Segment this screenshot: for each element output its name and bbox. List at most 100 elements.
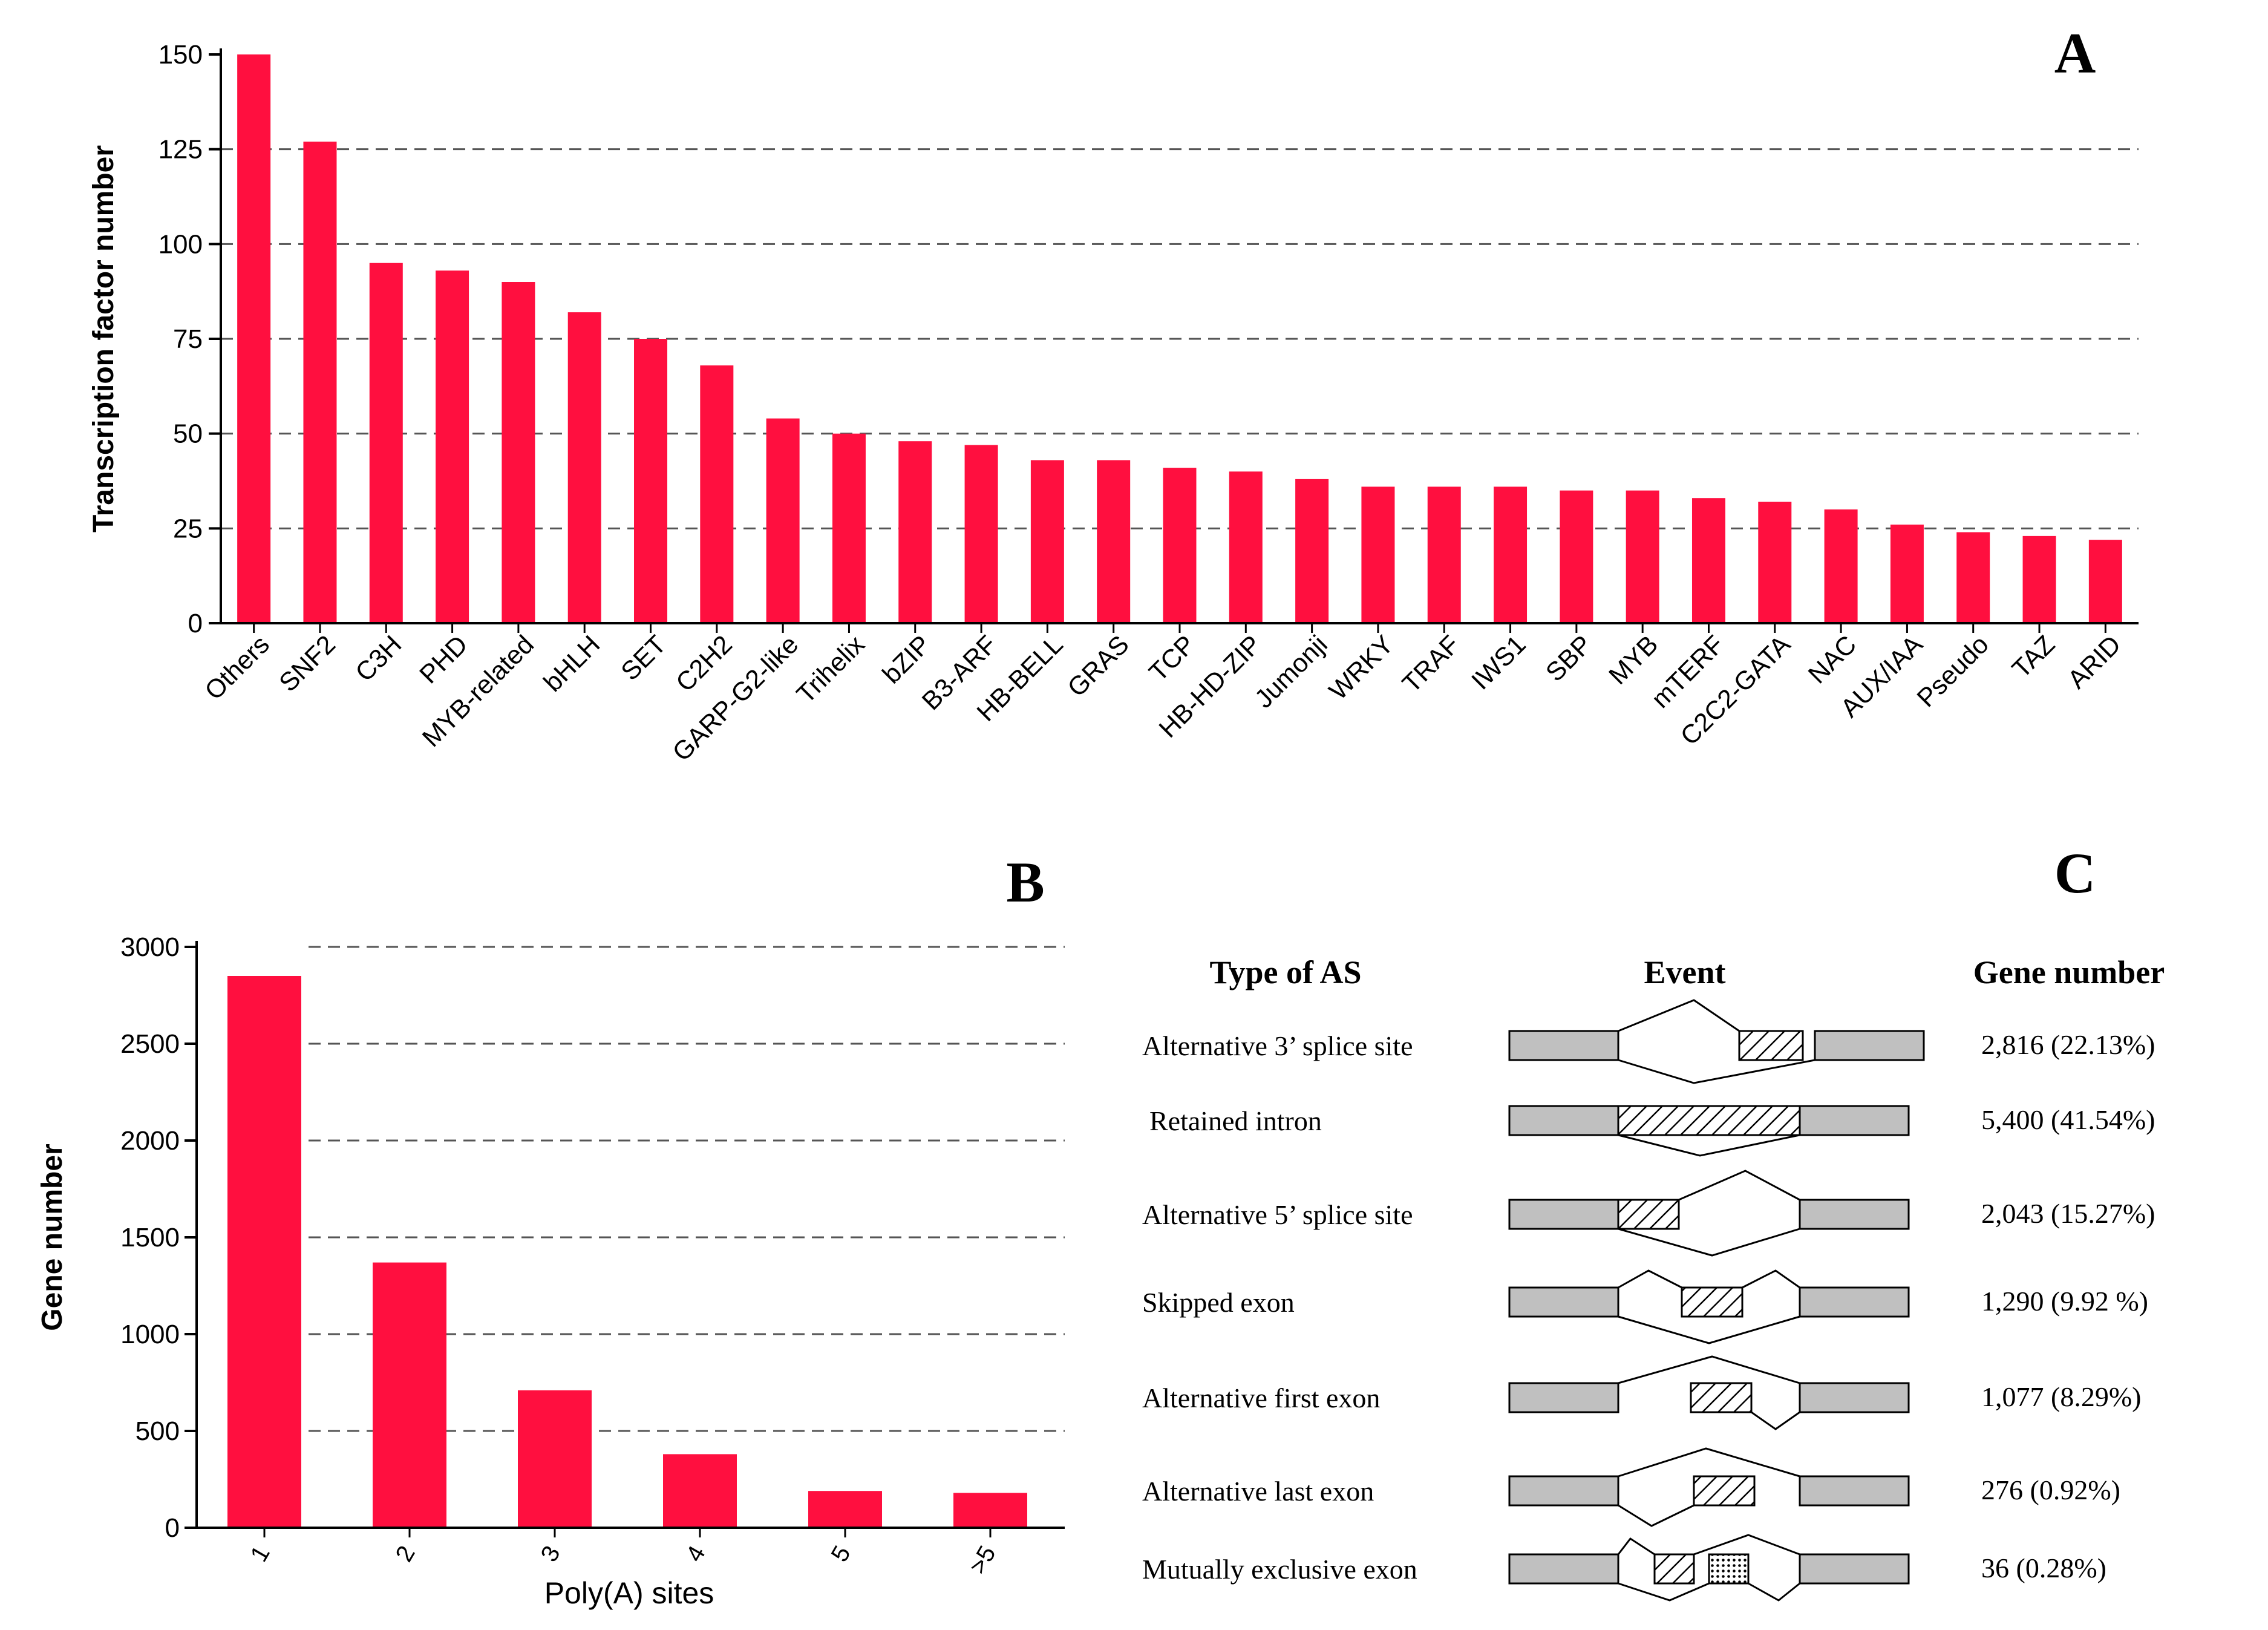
x-tick-label-bzip: bZIP xyxy=(877,630,936,689)
bar-iws1 xyxy=(1494,486,1528,623)
bar-polya-5 xyxy=(808,1491,882,1528)
exon-right xyxy=(1799,1475,1910,1507)
splice-line-lower-left xyxy=(1618,1582,1710,1602)
x-tick-label-trihelix: Trihelix xyxy=(791,630,871,709)
alt-first-exon-hatched xyxy=(1690,1382,1753,1413)
splice-line-lower xyxy=(1618,1315,1800,1344)
as-type-skipped-exon: Skipped exon xyxy=(1142,1287,1295,1318)
exon-left xyxy=(1508,1475,1619,1507)
x-tick-label-tcp: TCP xyxy=(1143,630,1201,687)
panel-label-a: A xyxy=(2054,21,2096,85)
bar-snf2 xyxy=(303,142,337,624)
x-tick-label-set: SET xyxy=(616,630,672,686)
gene-number-alternative-first-exon: 1,077 (8.29%) xyxy=(1981,1381,2141,1412)
bar-tcp xyxy=(1163,468,1197,623)
bar-polya-gt5 xyxy=(953,1493,1027,1528)
exclusive-exon-hatched xyxy=(1653,1553,1695,1585)
bar-c2h2 xyxy=(700,365,734,623)
x-tick-label-iws1: IWS1 xyxy=(1466,630,1531,695)
x-tick-label-bhlh: bHLH xyxy=(538,630,606,698)
exon-right xyxy=(1814,1030,1925,1061)
alt-region-hatched xyxy=(1738,1030,1804,1061)
panel-label-b: B xyxy=(1006,850,1044,914)
y-tick-label-b: 2500 xyxy=(120,1029,180,1059)
y-tick-label-b: 0 xyxy=(165,1513,180,1543)
bar-hb-hd-zip xyxy=(1229,471,1263,623)
x-tick-label-c3h: C3H xyxy=(350,630,408,687)
bar-pseudo xyxy=(1956,532,1990,623)
bar-set xyxy=(634,339,668,623)
bar-bzip xyxy=(898,441,932,623)
y-tick-label-a: 150 xyxy=(158,40,203,70)
splice-line-upper-right xyxy=(1742,1269,1800,1289)
bar-polya-4 xyxy=(663,1454,737,1528)
exon-right xyxy=(1799,1105,1910,1136)
y-tick-label-b: 500 xyxy=(136,1416,180,1446)
as-type-retained-intron: Retained intron xyxy=(1149,1105,1322,1136)
as-type-alternative-5-splice-site: Alternative 5’ splice site xyxy=(1142,1199,1413,1230)
x-tick-label-b: 5 xyxy=(826,1542,856,1566)
bar-bhlh xyxy=(567,312,601,623)
x-tick-label-nac: NAC xyxy=(1803,630,1862,689)
y-tick-label-a: 25 xyxy=(173,514,203,543)
gene-number-alternative-5-splice-site: 2,043 (15.27%) xyxy=(1981,1198,2155,1229)
bar-mterf xyxy=(1691,498,1725,623)
splice-line-upper xyxy=(1678,1170,1800,1201)
bar-wrky xyxy=(1361,486,1395,623)
gene-number-mutually-exclusive-exon: 36 (0.28%) xyxy=(1981,1553,2106,1583)
gene-number-alternative-last-exon: 276 (0.92%) xyxy=(1981,1475,2120,1505)
bar-arid xyxy=(2088,540,2122,623)
x-tick-label-wrky: WRKY xyxy=(1324,630,1399,705)
alt-last-exon-hatched xyxy=(1693,1475,1756,1507)
x-tick-label-myb: MYB xyxy=(1603,630,1664,690)
exon-right xyxy=(1799,1553,1910,1585)
x-axis-title-b: Poly(A) sites xyxy=(544,1576,714,1610)
gene-number-skipped-exon: 1,290 (9.92 %) xyxy=(1981,1286,2148,1317)
bar-jumonji xyxy=(1295,479,1329,623)
splice-line-upper-right xyxy=(1693,1534,1800,1556)
skipped-exon-hatched xyxy=(1681,1286,1743,1318)
x-tick-label-arid: ARID xyxy=(2062,630,2127,695)
panel-label-c: C xyxy=(2054,841,2096,905)
y-tick-label-b: 1000 xyxy=(120,1320,180,1349)
bar-taz xyxy=(2022,535,2056,623)
panel-b-bar-chart: 0 500 1000 1500 2000 2500 3000 1 2 3 4 5 >5 Poly(A) s… xyxy=(36,850,1065,1610)
x-tick-label-b: >5 xyxy=(964,1542,1001,1579)
splice-line-upper-left xyxy=(1617,1537,1655,1556)
panel-c-as-table: C Type of AS Event Gene number Alternative 3… xyxy=(1142,841,2165,1602)
splice-line-upper xyxy=(1618,1355,1800,1384)
bar-garp-g2-like xyxy=(766,418,800,623)
bar-c2c2-gata xyxy=(1758,502,1792,623)
splice-line-lower xyxy=(1618,1228,1800,1257)
splice-line-lower xyxy=(1751,1411,1800,1430)
bar-aux-iaa xyxy=(1890,525,1924,623)
splice-line-lower xyxy=(1618,1504,1694,1527)
y-tick-label-a: 50 xyxy=(173,419,203,449)
y-tick-label-a: 125 xyxy=(158,135,203,165)
bar-polya-2 xyxy=(373,1262,446,1528)
x-tick-label-snf2: SNF2 xyxy=(273,630,341,698)
header-type-of-as: Type of AS xyxy=(1209,954,1361,990)
bar-b3-arf xyxy=(964,445,998,623)
exon-left xyxy=(1508,1553,1619,1585)
y-axis-title-b: Gene number xyxy=(36,1144,68,1331)
splice-line-upper xyxy=(1618,999,1740,1032)
x-tick-label-jumonji: Jumonji xyxy=(1249,630,1333,714)
splice-line-upper-left xyxy=(1618,1269,1682,1289)
x-tick-label-traf: TRAF xyxy=(1397,630,1465,698)
header-event: Event xyxy=(1644,954,1726,990)
y-tick-label-b: 3000 xyxy=(120,932,180,962)
x-tick-label-b: 3 xyxy=(536,1542,566,1566)
bar-polya-1 xyxy=(227,976,301,1528)
bar-phd xyxy=(436,270,469,623)
header-gene-number: Gene number xyxy=(1973,954,2165,990)
y-tick-label-a: 100 xyxy=(158,229,203,259)
bar-trihelix xyxy=(832,433,866,623)
exon-left xyxy=(1508,1382,1619,1413)
exon-right xyxy=(1799,1286,1910,1318)
bar-others xyxy=(237,54,271,623)
exclusive-exon-dotted xyxy=(1708,1553,1750,1585)
splice-line-lower xyxy=(1618,1059,1815,1084)
splice-line-lower-right xyxy=(1748,1582,1800,1602)
